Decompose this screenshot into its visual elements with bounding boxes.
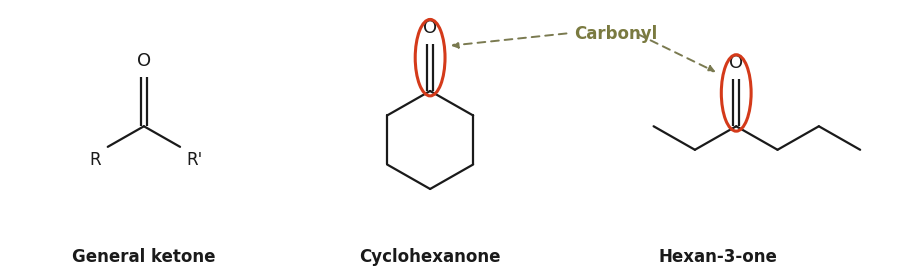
Text: Cyclohexanone: Cyclohexanone: [360, 249, 501, 266]
Text: O: O: [729, 54, 743, 72]
Text: O: O: [137, 52, 151, 70]
Text: Hexan-3-one: Hexan-3-one: [659, 249, 778, 266]
Text: General ketone: General ketone: [72, 249, 216, 266]
Text: R': R': [186, 151, 202, 169]
Text: O: O: [423, 19, 437, 37]
Text: Carbonyl: Carbonyl: [574, 25, 657, 43]
Text: R: R: [89, 151, 101, 169]
